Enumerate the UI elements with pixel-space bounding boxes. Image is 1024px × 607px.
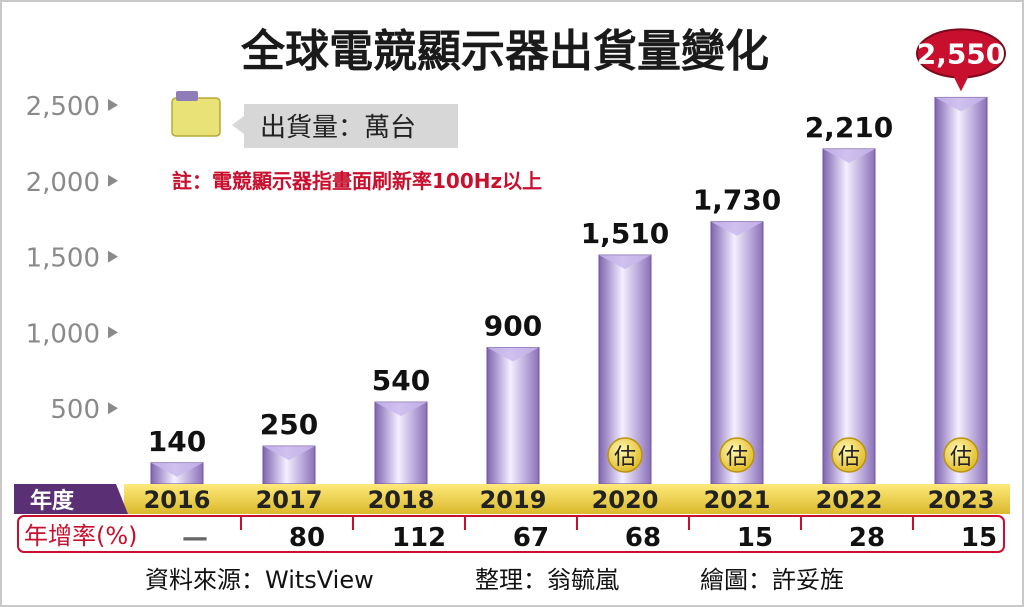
legend: 出貨量：萬台: [171, 91, 458, 148]
chart-note: 註：電競顯示器指畫面刷新率100Hz以上: [172, 169, 542, 193]
y-tick-label: 1,500: [26, 244, 100, 274]
growth-value: 80: [289, 523, 325, 553]
year-row-label: 年度: [30, 488, 75, 514]
growth-value: 28: [849, 523, 885, 553]
y-tick-label: 1,000: [26, 319, 100, 349]
y-tick-marker: [108, 99, 118, 111]
y-tick-marker: [108, 402, 118, 415]
highlight-pointer: [952, 73, 970, 92]
y-tick-label: 500: [50, 395, 100, 425]
estimate-badge: [831, 437, 867, 473]
bar-cap: [599, 255, 651, 270]
bar-cap: [375, 402, 427, 417]
legend-box: [244, 104, 458, 148]
x-tick-label: 2020: [592, 486, 659, 514]
legend-pointer: [232, 116, 244, 134]
chart-title: 全球電競顯示器出貨量變化: [240, 26, 769, 77]
growth-value: 67: [513, 523, 549, 553]
estimate-badge: [719, 437, 755, 473]
bar-cap: [151, 462, 203, 477]
estimate-label: 估: [950, 445, 972, 470]
growth-value: 68: [625, 523, 661, 553]
data-label: 2,210: [805, 111, 894, 144]
x-tick-label: 2016: [144, 486, 211, 514]
growth-value: 15: [737, 523, 773, 553]
estimate-label: 估: [726, 445, 748, 470]
growth-value: —: [182, 523, 208, 553]
data-label: 540: [372, 364, 430, 397]
estimate-label: 估: [614, 445, 636, 470]
estimate-badge: [607, 437, 643, 473]
data-label: 2,550: [917, 37, 1006, 70]
growth-row-label: 年增率(%): [24, 522, 138, 550]
growth-row-box: [17, 515, 1005, 553]
bar: [822, 148, 876, 485]
x-tick-label: 2018: [368, 486, 435, 514]
bar-cap: [935, 97, 987, 112]
y-tick-marker: [108, 174, 118, 187]
bars: 140 250 540 900 1,510 估 1,730 估 2,210 估 2,550 估: [146, 28, 1006, 485]
estimate-label: 估: [838, 445, 860, 470]
y-tick-marker: [108, 250, 118, 263]
growth-values: — 80 112 67 68 15 28 15: [182, 516, 997, 553]
x-tick-label: 2019: [480, 486, 547, 514]
footer-artist: 繪圖：許妥旌: [700, 566, 844, 594]
bar: [486, 347, 540, 485]
x-tick-label: 2017: [256, 486, 323, 514]
data-label: 1,730: [693, 184, 782, 217]
footer-editor: 整理：翁毓嵐: [475, 566, 619, 594]
year-labels: 2016 2017 2018 2019 2020 2021 2022 2023: [144, 486, 995, 514]
estimate-badge: [943, 437, 979, 473]
growth-row: 年增率(%): [17, 515, 1005, 553]
bar-cap: [487, 347, 539, 362]
data-label: 900: [484, 310, 542, 343]
footer-source: 資料來源：WitsView: [145, 566, 374, 594]
y-tick-label: 2,000: [26, 168, 100, 198]
bar-cap: [711, 221, 763, 236]
folder-tab-icon: [176, 91, 198, 101]
y-tick-marker: [108, 326, 118, 339]
x-tick-label: 2022: [816, 486, 883, 514]
year-band: 年度: [14, 484, 1010, 514]
bar-cap: [263, 446, 315, 461]
year-row-tag: [14, 484, 128, 514]
x-tick-label: 2021: [704, 486, 771, 514]
legend-label: 出貨量：萬台: [260, 113, 416, 143]
x-tick-label: 2023: [928, 486, 995, 514]
data-label: 250: [260, 408, 318, 441]
growth-value: 112: [392, 523, 446, 553]
bar: [934, 96, 988, 485]
year-band-bg: [124, 484, 1010, 514]
folder-icon: [171, 97, 221, 137]
data-label: 1,510: [581, 217, 670, 250]
y-tick-label: 2,500: [26, 92, 100, 122]
bar-cap: [823, 148, 875, 163]
data-label: 140: [148, 425, 206, 458]
y-axis: 500 1,000 1,500 2,000 2,500: [26, 92, 118, 425]
growth-value: 15: [961, 523, 997, 553]
